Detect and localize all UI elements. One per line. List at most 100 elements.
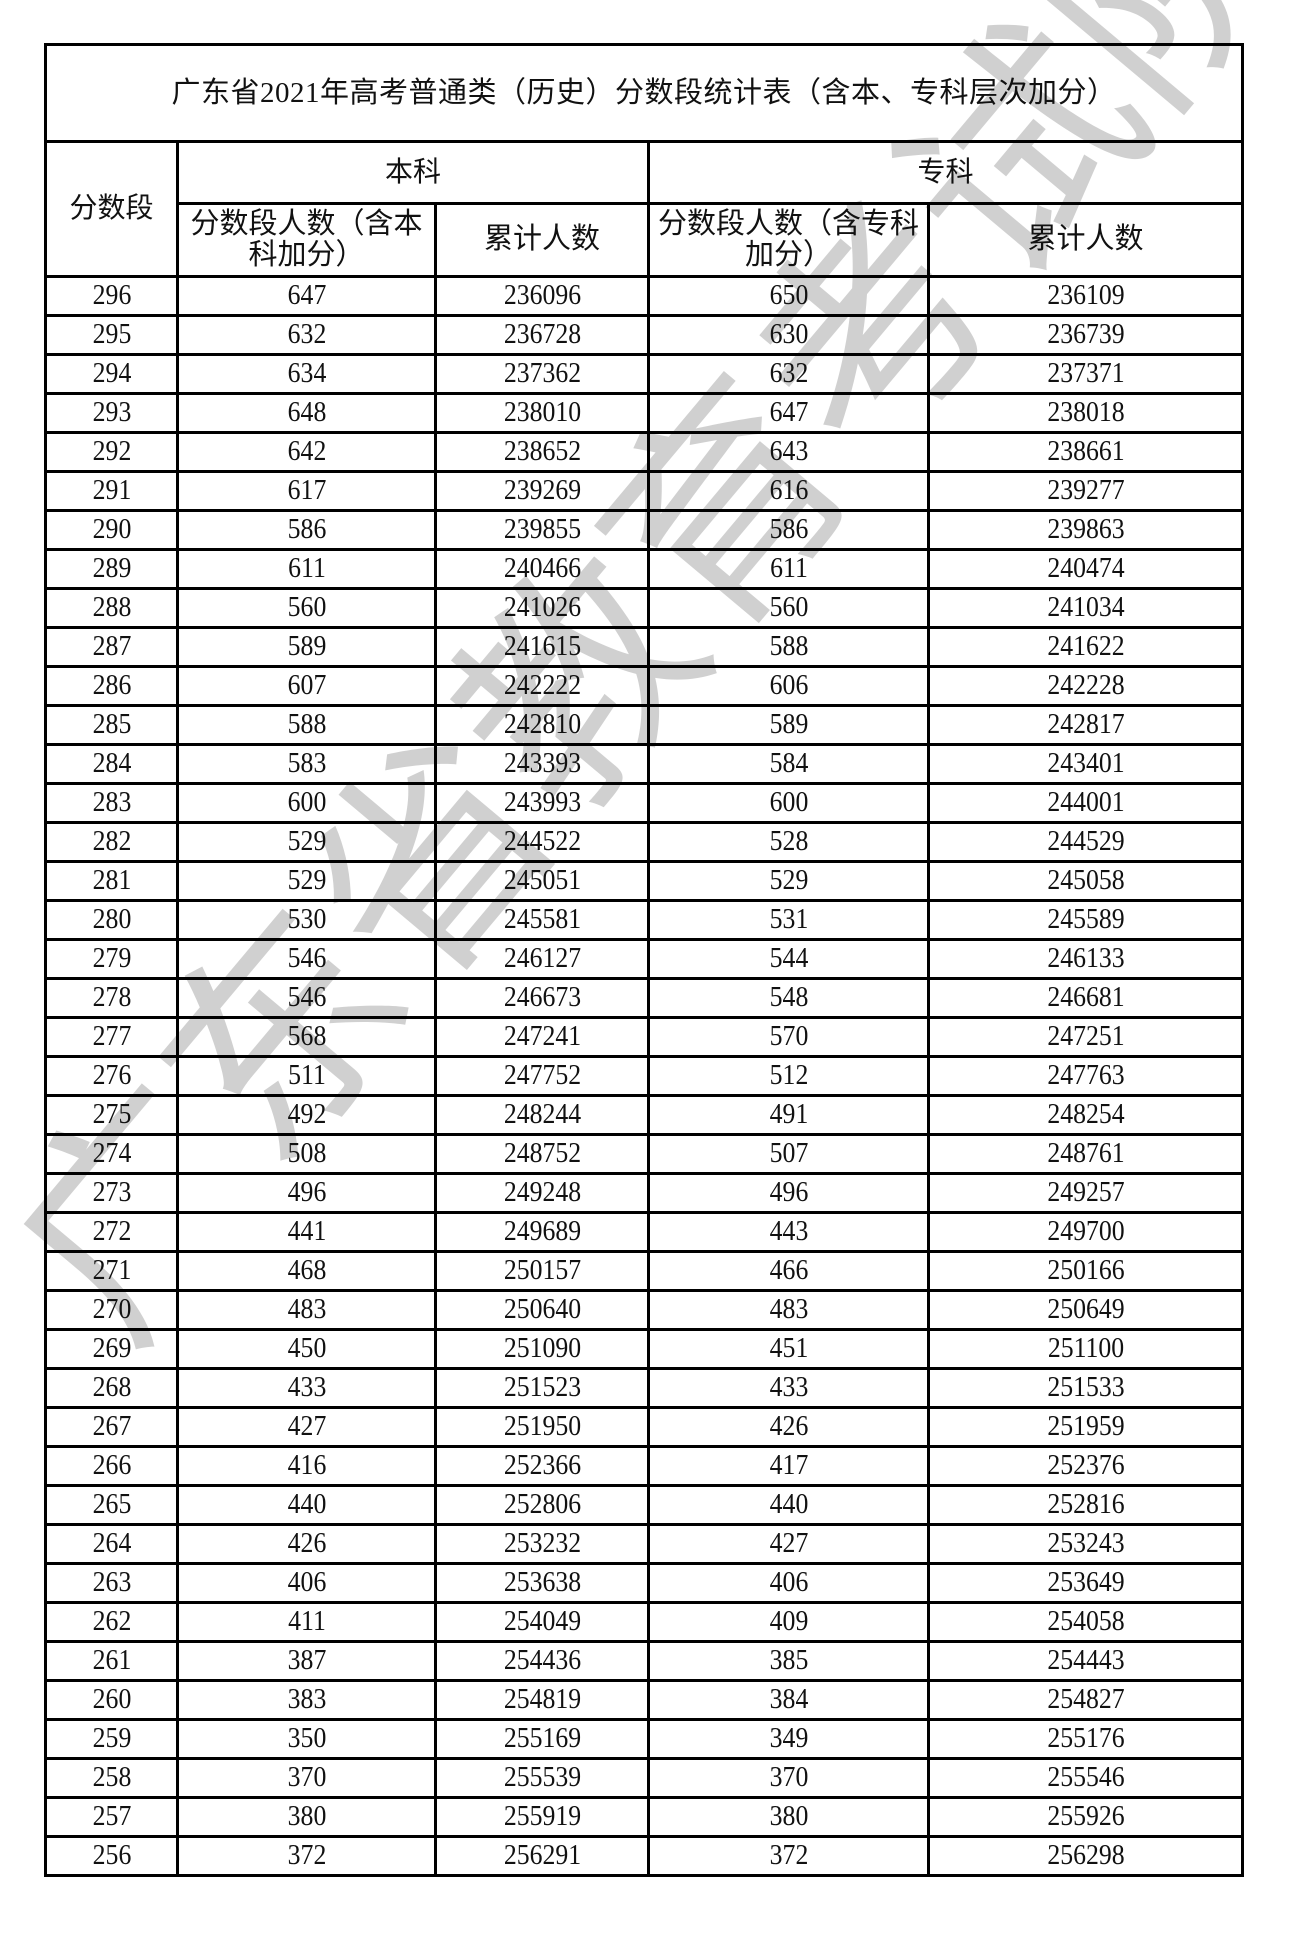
cell-zhuanke-count: 440: [658, 1484, 919, 1526]
score-distribution-table: 广东省2021年高考普通类（历史）分数段统计表（含本、专科层次加分） 分数段 本…: [43, 43, 1245, 1877]
cell-benke-cumulative: 248244: [442, 1094, 642, 1136]
cell-score: 281: [49, 860, 174, 902]
cell-benke-count: 450: [186, 1328, 427, 1370]
cell-benke-count: 406: [186, 1562, 427, 1604]
table-row: 267 427 251950 426 251959: [46, 1406, 1243, 1448]
cell-score: 288: [49, 587, 174, 629]
cell-benke-cumulative: 236096: [442, 275, 642, 317]
cell-zhuanke-cumulative: 254443: [939, 1640, 1232, 1682]
cell-benke-cumulative: 243993: [442, 782, 642, 824]
cell-zhuanke-count: 529: [658, 860, 919, 902]
cell-zhuanke-count: 647: [658, 392, 919, 434]
table-row: 290 586 239855 586 239863: [46, 509, 1243, 551]
cell-zhuanke-count: 427: [658, 1523, 919, 1565]
cell-zhuanke-cumulative: 253649: [939, 1562, 1232, 1604]
cell-zhuanke-cumulative: 236739: [939, 314, 1232, 356]
cell-score: 256: [49, 1835, 174, 1877]
table-row: 276 511 247752 512 247763: [46, 1055, 1243, 1097]
cell-zhuanke-cumulative: 251533: [939, 1367, 1232, 1409]
cell-benke-cumulative: 239855: [442, 509, 642, 551]
cell-zhuanke-cumulative: 244001: [939, 782, 1232, 824]
cell-zhuanke-count: 409: [658, 1601, 919, 1643]
table-row: 292 642 238652 643 238661: [46, 431, 1243, 473]
table-row: 279 546 246127 544 246133: [46, 938, 1243, 980]
header-zhuanke-count: 分数段人数（含专科加分）: [647, 202, 930, 278]
table-row: 261 387 254436 385 254443: [46, 1640, 1243, 1682]
cell-benke-count: 600: [186, 782, 427, 824]
cell-zhuanke-count: 584: [658, 743, 919, 785]
cell-benke-count: 440: [186, 1484, 427, 1526]
table-row: 270 483 250640 483 250649: [46, 1289, 1243, 1331]
cell-benke-count: 647: [186, 275, 427, 317]
cell-benke-count: 441: [186, 1211, 427, 1253]
cell-score: 268: [49, 1367, 174, 1409]
table-row: 272 441 249689 443 249700: [46, 1211, 1243, 1253]
table-row: 278 546 246673 548 246681: [46, 977, 1243, 1019]
cell-zhuanke-cumulative: 247251: [939, 1016, 1232, 1058]
cell-benke-count: 427: [186, 1406, 427, 1448]
cell-zhuanke-cumulative: 242817: [939, 704, 1232, 746]
table-row: 257 380 255919 380 255926: [46, 1796, 1243, 1838]
cell-score: 269: [49, 1328, 174, 1370]
cell-zhuanke-cumulative: 251100: [939, 1328, 1232, 1370]
cell-zhuanke-count: 466: [658, 1250, 919, 1292]
cell-score: 283: [49, 782, 174, 824]
cell-benke-count: 586: [186, 509, 427, 551]
cell-benke-count: 529: [186, 860, 427, 902]
cell-score: 274: [49, 1133, 174, 1175]
cell-score: 279: [49, 938, 174, 980]
cell-zhuanke-count: 426: [658, 1406, 919, 1448]
cell-zhuanke-cumulative: 239863: [939, 509, 1232, 551]
table-row: 295 632 236728 630 236739: [46, 314, 1243, 356]
cell-benke-cumulative: 240466: [442, 548, 642, 590]
cell-zhuanke-count: 507: [658, 1133, 919, 1175]
cell-score: 278: [49, 977, 174, 1019]
cell-zhuanke-cumulative: 254058: [939, 1601, 1232, 1643]
cell-zhuanke-cumulative: 254827: [939, 1679, 1232, 1721]
cell-zhuanke-cumulative: 249257: [939, 1172, 1232, 1214]
cell-benke-count: 546: [186, 938, 427, 980]
cell-benke-cumulative: 241615: [442, 626, 642, 668]
cell-score: 259: [49, 1718, 174, 1760]
cell-zhuanke-count: 589: [658, 704, 919, 746]
cell-benke-cumulative: 238652: [442, 431, 642, 473]
cell-benke-count: 560: [186, 587, 427, 629]
header-benke: 本科: [176, 140, 650, 205]
cell-zhuanke-count: 560: [658, 587, 919, 629]
cell-score: 282: [49, 821, 174, 863]
cell-benke-cumulative: 255539: [442, 1757, 642, 1799]
cell-benke-count: 511: [186, 1055, 427, 1097]
cell-zhuanke-count: 433: [658, 1367, 919, 1409]
cell-benke-count: 387: [186, 1640, 427, 1682]
cell-score: 265: [49, 1484, 174, 1526]
cell-benke-count: 468: [186, 1250, 427, 1292]
cell-zhuanke-count: 544: [658, 938, 919, 980]
cell-zhuanke-count: 417: [658, 1445, 919, 1487]
cell-benke-cumulative: 250157: [442, 1250, 642, 1292]
cell-zhuanke-count: 385: [658, 1640, 919, 1682]
cell-score: 291: [49, 470, 174, 512]
cell-zhuanke-count: 616: [658, 470, 919, 512]
cell-zhuanke-cumulative: 248254: [939, 1094, 1232, 1136]
cell-score: 295: [49, 314, 174, 356]
cell-zhuanke-count: 588: [658, 626, 919, 668]
cell-zhuanke-count: 406: [658, 1562, 919, 1604]
cell-benke-count: 370: [186, 1757, 427, 1799]
cell-zhuanke-cumulative: 237371: [939, 353, 1232, 395]
cell-benke-count: 433: [186, 1367, 427, 1409]
cell-score: 266: [49, 1445, 174, 1487]
cell-score: 293: [49, 392, 174, 434]
cell-benke-count: 642: [186, 431, 427, 473]
cell-zhuanke-count: 600: [658, 782, 919, 824]
cell-zhuanke-count: 611: [658, 548, 919, 590]
cell-score: 276: [49, 1055, 174, 1097]
table-row: 266 416 252366 417 252376: [46, 1445, 1243, 1487]
cell-benke-cumulative: 237362: [442, 353, 642, 395]
table-row: 268 433 251523 433 251533: [46, 1367, 1243, 1409]
cell-score: 267: [49, 1406, 174, 1448]
cell-zhuanke-cumulative: 255546: [939, 1757, 1232, 1799]
cell-score: 285: [49, 704, 174, 746]
cell-zhuanke-cumulative: 246133: [939, 938, 1232, 980]
cell-zhuanke-cumulative: 242228: [939, 665, 1232, 707]
cell-zhuanke-count: 528: [658, 821, 919, 863]
